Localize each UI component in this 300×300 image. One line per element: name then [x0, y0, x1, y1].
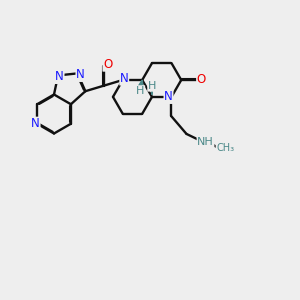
Text: N: N	[120, 72, 129, 85]
Polygon shape	[138, 80, 143, 87]
Text: N: N	[164, 90, 173, 104]
Text: NH: NH	[197, 137, 214, 147]
Text: N: N	[76, 68, 85, 81]
Text: O: O	[197, 74, 206, 86]
Text: H: H	[148, 81, 156, 91]
Text: O: O	[103, 58, 112, 71]
Text: N: N	[31, 117, 40, 130]
Text: CH₃: CH₃	[216, 142, 234, 153]
Text: H: H	[136, 86, 145, 96]
Text: N: N	[55, 70, 64, 83]
